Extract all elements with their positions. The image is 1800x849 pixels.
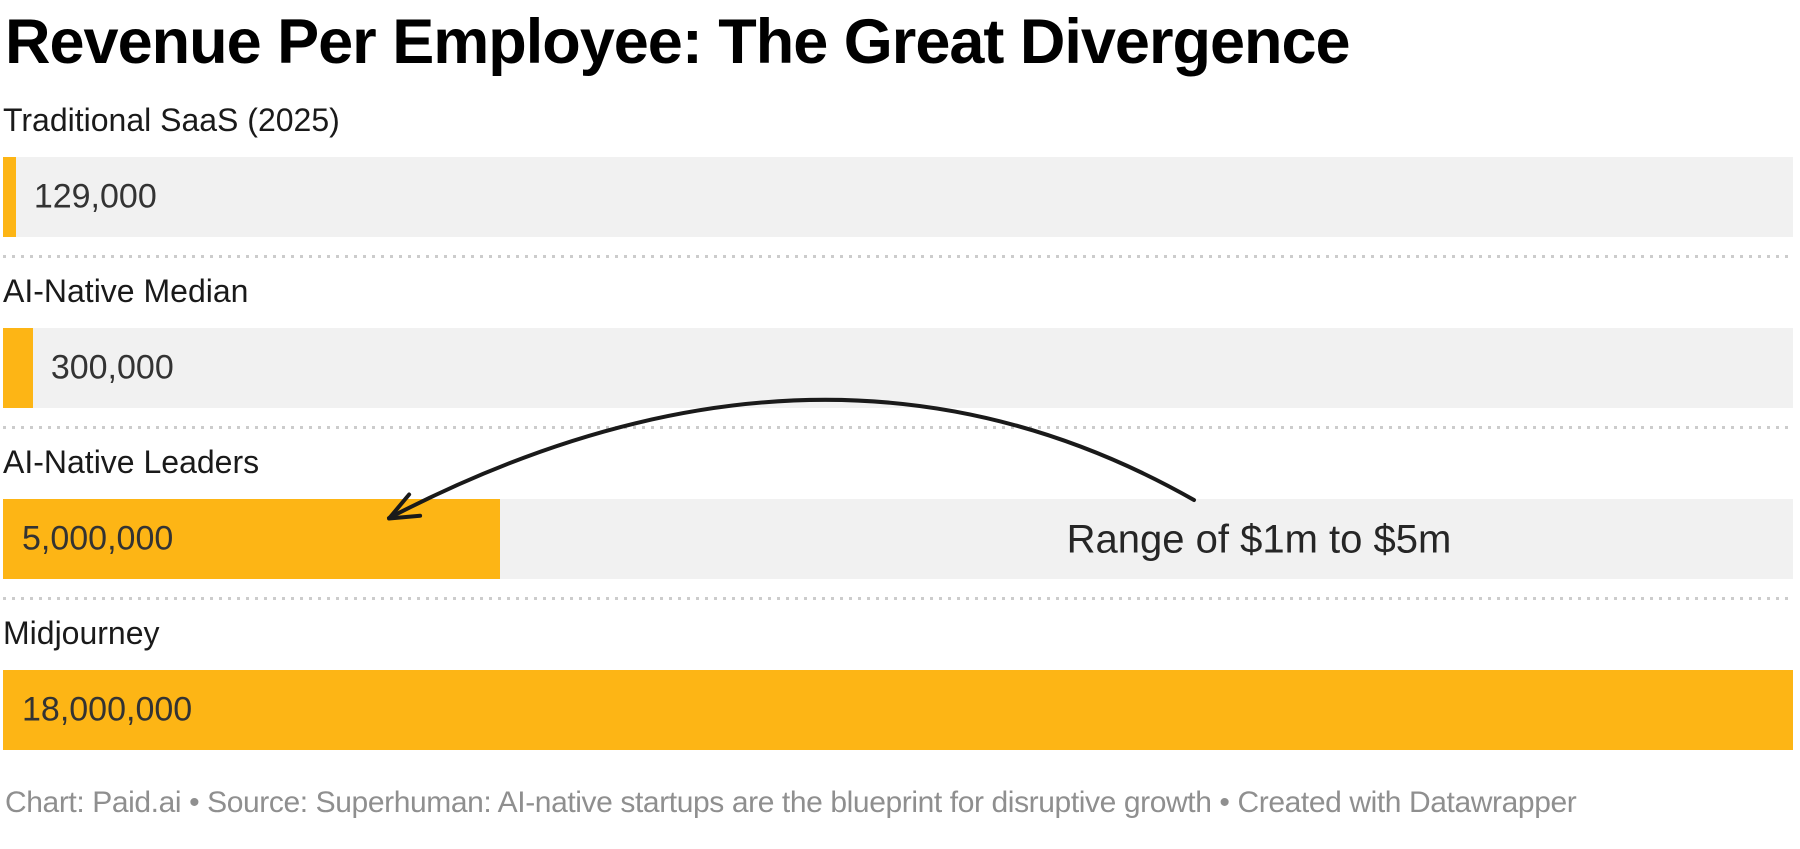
row-separator (3, 597, 1793, 600)
bar-row: AI-Native Median 300,000 (3, 255, 1793, 408)
bar-track: 129,000 (3, 157, 1793, 237)
category-label: Midjourney (3, 615, 160, 651)
value-label: 129,000 (33, 177, 157, 216)
value-label: 300,000 (50, 348, 174, 387)
value-label: 18,000,000 (22, 690, 193, 729)
bar-fill (3, 670, 1793, 750)
category-label: AI-Native Leaders (3, 444, 260, 480)
bar-row: Midjourney 18,000,000 (3, 597, 1793, 750)
bar-chart: Traditional SaaS (2025) 129,000 AI-Nativ… (3, 100, 1793, 750)
row-separator (3, 426, 1793, 429)
bar-row: Traditional SaaS (2025) 129,000 (3, 100, 1793, 237)
bar-track: 300,000 (3, 328, 1793, 408)
bar-track: 5,000,000 (3, 499, 1793, 579)
bar-fill (3, 157, 16, 237)
chart-title: Revenue Per Employee: The Great Divergen… (5, 7, 1351, 77)
bar-fill (3, 328, 33, 408)
footer-credit: Chart: Paid.ai • Source: Superhuman: AI-… (5, 786, 1577, 819)
value-label: 5,000,000 (22, 519, 174, 558)
bar-track: 18,000,000 (3, 670, 1793, 750)
category-label: Traditional SaaS (2025) (3, 102, 340, 138)
category-label: AI-Native Median (3, 273, 249, 309)
row-separator (3, 255, 1793, 258)
bar-row: AI-Native Leaders 5,000,000 (3, 426, 1793, 579)
